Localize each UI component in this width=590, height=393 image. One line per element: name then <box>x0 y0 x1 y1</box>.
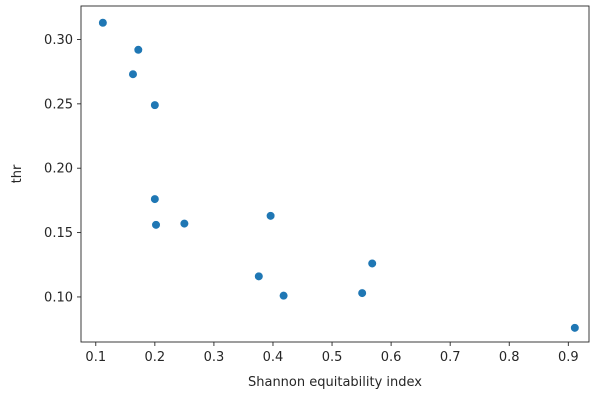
data-point <box>367 258 377 269</box>
data-point <box>266 211 276 221</box>
y-tick-label: 0.25 <box>44 97 73 112</box>
data-point <box>254 271 264 281</box>
x-tick-label: 0.4 <box>263 350 284 365</box>
x-axis-label: Shannon equitability index <box>248 375 422 390</box>
y-tick-label: 0.30 <box>44 33 73 48</box>
x-tick-label: 0.3 <box>204 350 225 365</box>
plot-frame <box>80 5 590 343</box>
data-point <box>128 69 138 79</box>
y-tick-label: 0.10 <box>44 290 73 305</box>
x-tick-label: 0.9 <box>558 350 579 365</box>
y-axis-ticks: 0.10 0.15 0.20 0.25 0.30 <box>44 33 81 305</box>
data-point <box>357 288 367 298</box>
data-point <box>150 194 160 204</box>
y-tick-label: 0.15 <box>44 226 73 241</box>
x-axis-ticks: 0.1 0.2 0.3 0.4 0.5 0.6 0.7 0.8 0.9 <box>85 342 579 365</box>
data-points <box>98 18 580 333</box>
data-point <box>279 291 289 301</box>
y-tick-label: 0.20 <box>44 162 73 177</box>
y-axis-label: thr <box>10 164 25 183</box>
x-tick-label: 0.2 <box>144 350 165 365</box>
data-point <box>179 218 189 229</box>
data-point <box>151 220 161 230</box>
data-point <box>98 18 108 28</box>
data-point <box>150 100 160 110</box>
data-point <box>570 323 580 333</box>
x-tick-label: 0.8 <box>499 350 520 365</box>
x-tick-label: 0.1 <box>85 350 106 365</box>
x-tick-label: 0.6 <box>381 350 402 365</box>
data-point <box>133 45 143 55</box>
x-tick-label: 0.5 <box>322 350 343 365</box>
x-tick-label: 0.7 <box>440 350 461 365</box>
